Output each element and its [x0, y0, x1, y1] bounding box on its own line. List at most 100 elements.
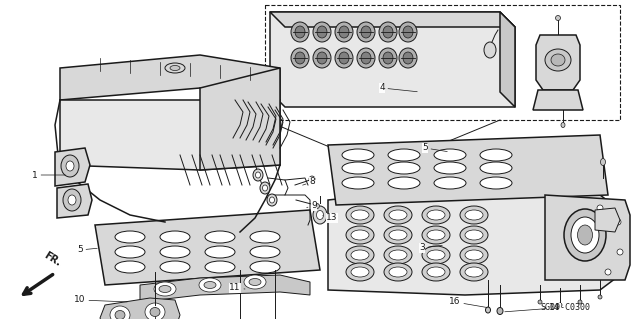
Ellipse shape	[309, 176, 315, 182]
Ellipse shape	[434, 149, 466, 161]
Ellipse shape	[313, 206, 327, 224]
Ellipse shape	[434, 162, 466, 174]
Ellipse shape	[351, 230, 369, 240]
Ellipse shape	[351, 210, 369, 220]
Ellipse shape	[427, 230, 445, 240]
Ellipse shape	[384, 263, 412, 281]
Text: FR.: FR.	[42, 250, 62, 268]
Ellipse shape	[63, 189, 81, 211]
Ellipse shape	[422, 226, 450, 244]
Polygon shape	[536, 35, 580, 90]
Ellipse shape	[313, 22, 331, 42]
Ellipse shape	[545, 49, 571, 71]
Ellipse shape	[295, 52, 305, 64]
Ellipse shape	[314, 204, 319, 209]
Polygon shape	[270, 12, 515, 27]
Ellipse shape	[422, 263, 450, 281]
Ellipse shape	[561, 122, 565, 128]
Polygon shape	[140, 275, 310, 302]
Ellipse shape	[389, 250, 407, 260]
Ellipse shape	[291, 48, 309, 68]
Ellipse shape	[403, 52, 413, 64]
Ellipse shape	[497, 308, 503, 315]
Ellipse shape	[427, 250, 445, 260]
Text: 12: 12	[0, 318, 1, 319]
Ellipse shape	[346, 206, 374, 224]
Ellipse shape	[351, 250, 369, 260]
Ellipse shape	[538, 300, 542, 304]
Text: 2: 2	[0, 318, 1, 319]
Ellipse shape	[205, 261, 235, 273]
Ellipse shape	[460, 246, 488, 264]
Ellipse shape	[388, 149, 420, 161]
Polygon shape	[533, 90, 583, 110]
Ellipse shape	[110, 306, 130, 319]
Ellipse shape	[313, 48, 331, 68]
Ellipse shape	[383, 52, 393, 64]
Ellipse shape	[199, 278, 221, 292]
Ellipse shape	[160, 246, 190, 258]
Ellipse shape	[335, 22, 353, 42]
Ellipse shape	[115, 231, 145, 243]
Ellipse shape	[384, 226, 412, 244]
Ellipse shape	[564, 209, 606, 261]
Ellipse shape	[434, 177, 466, 189]
Ellipse shape	[244, 275, 266, 289]
Ellipse shape	[267, 194, 277, 206]
Ellipse shape	[159, 286, 171, 293]
Polygon shape	[100, 298, 180, 319]
Ellipse shape	[115, 246, 145, 258]
Ellipse shape	[250, 246, 280, 258]
Ellipse shape	[66, 161, 74, 171]
Polygon shape	[595, 208, 620, 232]
Ellipse shape	[389, 210, 407, 220]
Ellipse shape	[317, 26, 327, 38]
Ellipse shape	[317, 211, 323, 219]
Ellipse shape	[403, 26, 413, 38]
Ellipse shape	[342, 177, 374, 189]
Ellipse shape	[480, 177, 512, 189]
Ellipse shape	[389, 267, 407, 277]
Text: 3: 3	[419, 243, 442, 253]
Ellipse shape	[170, 65, 180, 70]
Ellipse shape	[260, 182, 270, 194]
Ellipse shape	[617, 249, 623, 255]
Ellipse shape	[460, 206, 488, 224]
Ellipse shape	[204, 281, 216, 288]
Ellipse shape	[556, 16, 561, 20]
Polygon shape	[328, 185, 620, 295]
Text: 4: 4	[379, 84, 417, 93]
Ellipse shape	[384, 246, 412, 264]
Polygon shape	[57, 184, 92, 218]
Ellipse shape	[205, 246, 235, 258]
Text: 5: 5	[77, 246, 97, 255]
Text: 1: 1	[32, 170, 65, 180]
Polygon shape	[328, 135, 608, 205]
Ellipse shape	[605, 269, 611, 275]
Ellipse shape	[551, 54, 565, 66]
Ellipse shape	[361, 26, 371, 38]
Ellipse shape	[383, 26, 393, 38]
Ellipse shape	[205, 231, 235, 243]
Ellipse shape	[262, 185, 268, 191]
Ellipse shape	[339, 52, 349, 64]
Ellipse shape	[165, 63, 185, 73]
Ellipse shape	[465, 267, 483, 277]
Ellipse shape	[361, 52, 371, 64]
Ellipse shape	[115, 261, 145, 273]
Ellipse shape	[389, 230, 407, 240]
Ellipse shape	[460, 226, 488, 244]
Ellipse shape	[558, 303, 562, 307]
Ellipse shape	[295, 26, 305, 38]
Ellipse shape	[422, 206, 450, 224]
Ellipse shape	[600, 159, 605, 166]
Polygon shape	[55, 148, 90, 186]
Ellipse shape	[145, 303, 165, 319]
Ellipse shape	[342, 162, 374, 174]
Text: 11: 11	[229, 284, 245, 293]
Polygon shape	[500, 12, 515, 107]
Text: 5: 5	[422, 144, 447, 152]
Ellipse shape	[399, 48, 417, 68]
Ellipse shape	[61, 155, 79, 177]
Ellipse shape	[250, 261, 280, 273]
